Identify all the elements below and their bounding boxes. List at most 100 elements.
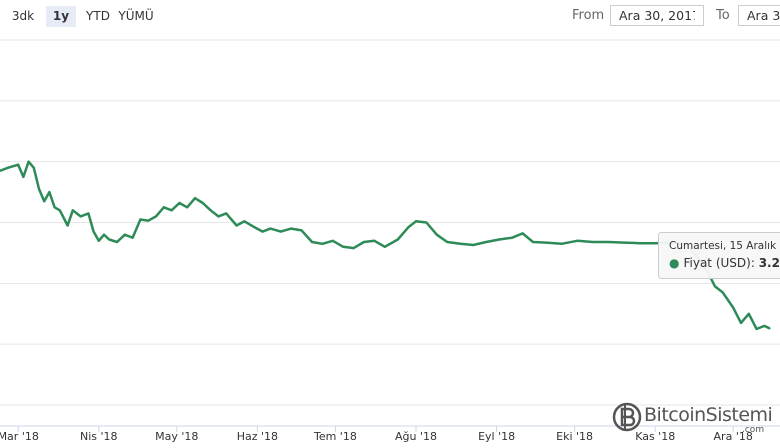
data-point [71,209,74,212]
data-point [352,247,355,250]
x-axis: Mar '18 Nis '18 May '18 Haz '18 Tem '18 Ağu '… [0,426,753,443]
tooltip-row: ●Fiyat (USD): 3.26 [669,256,780,270]
data-point [243,220,246,223]
data-point [755,328,758,330]
data-point [79,215,82,218]
data-point [27,160,30,163]
range-button-ytd[interactable]: YTD [86,9,110,23]
data-point [108,238,111,241]
data-point [290,227,293,230]
x-tick-label: Eki '18 [556,430,593,443]
range-button-yumu[interactable]: YÜMÜ [118,9,154,23]
data-point [407,226,410,229]
data-point [155,215,157,218]
data-point [521,232,524,235]
data-point [383,245,386,248]
data-point [48,191,51,194]
data-point [373,239,376,242]
data-point [768,327,771,330]
range-selector-toolbar: 3dk 1y YTD YÜMÜ From To [0,0,780,34]
data-point [123,233,126,236]
tooltip-value: 3.26 [758,256,780,270]
data-point [714,285,716,288]
data-point [261,230,264,233]
data-point [638,242,641,245]
series-dot-icon: ● [669,256,680,270]
data-point [363,241,365,243]
data-point [170,209,173,212]
data-point [116,241,118,243]
data-point [6,166,9,169]
price-line [0,160,771,331]
from-label: From [572,8,605,23]
data-point [331,239,334,242]
x-tick-label: Nis '18 [80,430,118,443]
data-point [92,230,95,233]
data-point [58,209,61,212]
data-point [235,224,238,227]
data-point [446,241,449,243]
data-point [0,169,1,172]
data-point [162,206,165,209]
data-point [396,238,399,241]
data-point [415,220,417,223]
tooltip-series-label: Fiyat (USD): [683,256,755,270]
data-point [201,202,204,204]
to-date-input[interactable] [738,5,780,26]
chart-series [0,160,771,331]
watermark-suffix: .com [742,425,765,435]
tooltip-date: Cumartesi, 15 Aralık 20 [669,240,780,252]
data-point [131,236,134,239]
x-tick-label: Tem '18 [313,430,357,443]
data-point [654,242,657,245]
data-point [186,206,189,209]
data-point [607,241,610,243]
data-point [591,241,594,243]
range-button-3dk[interactable]: 3dk [11,9,35,23]
chart-grid [0,39,780,427]
data-point [38,188,40,190]
watermark-text: BitcoinSistemi [644,404,773,426]
data-point [747,312,750,315]
x-tick-label: Ağu '18 [395,430,437,443]
range-button-1y[interactable]: 1y [46,6,76,27]
data-point [732,306,735,309]
data-point [459,242,462,245]
chart-tooltip: Cumartesi, 15 Aralık 20 ●Fiyat (USD): 3.… [658,232,780,279]
data-point [269,227,272,230]
data-point [147,219,150,222]
from-date-input[interactable] [610,5,704,26]
x-tick-label: Haz '18 [237,430,278,443]
data-point [472,244,475,246]
data-point [217,215,220,218]
bitcoin-logo-icon [612,402,642,432]
data-point [253,226,256,229]
watermark-logo: BitcoinSistemi .com [612,398,780,438]
data-point [545,241,547,244]
data-point [532,241,534,243]
data-point [194,197,196,200]
data-point [576,239,579,242]
data-point [279,230,282,233]
data-point [511,236,514,239]
data-point [485,241,488,243]
x-tick-label: Ara '18 [714,430,753,443]
data-point [17,163,20,166]
x-tick-label: Mar '18 [0,430,39,443]
data-point [97,239,100,242]
to-label: To [716,8,730,23]
data-point [560,242,563,245]
data-point [321,242,324,245]
data-point [763,324,766,327]
data-point [66,224,69,227]
data-point [22,175,25,178]
data-point [435,233,438,236]
data-point [43,200,46,203]
data-point [721,291,724,294]
data-point [103,233,105,236]
data-point [740,321,742,324]
data-point [87,212,90,215]
data-point [498,238,501,241]
x-tick-label: Eyl '18 [478,430,515,443]
data-point [425,221,428,224]
